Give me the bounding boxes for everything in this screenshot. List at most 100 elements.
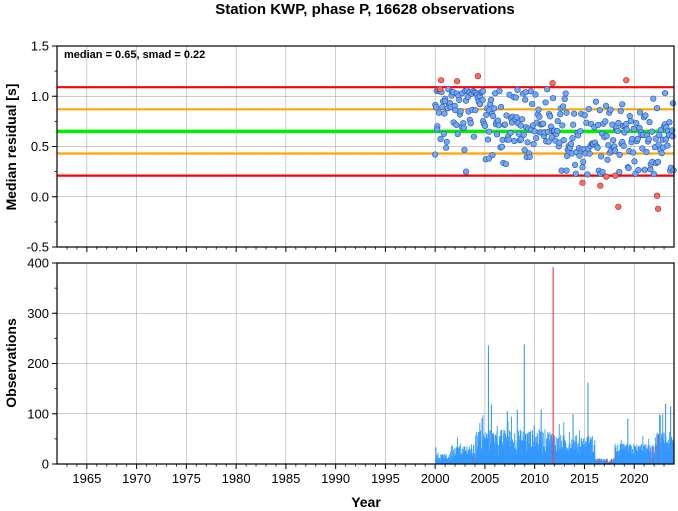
observation-bar	[468, 446, 470, 464]
residual-point	[532, 91, 539, 98]
residual-point	[599, 168, 606, 176]
residual-point	[493, 131, 501, 138]
residual-point	[579, 164, 586, 171]
residual-point	[453, 121, 460, 129]
observation-bar	[613, 458, 615, 464]
residual-point	[439, 103, 446, 111]
residual-point	[488, 96, 495, 103]
observation-bar	[542, 433, 544, 464]
residual-point	[586, 150, 593, 157]
observation-bar	[435, 457, 437, 464]
residual-point	[647, 166, 654, 173]
residual-point	[533, 135, 540, 142]
residual-point	[519, 116, 526, 123]
residual-point	[481, 122, 489, 130]
residual-point	[636, 109, 644, 116]
observation-bar	[650, 452, 652, 464]
observation-bar	[576, 435, 578, 464]
residual-point	[642, 112, 649, 119]
reference-lines	[57, 86, 674, 177]
residual-point	[535, 106, 542, 113]
residual-point	[503, 112, 510, 119]
residual-point	[563, 167, 570, 174]
observation-bar	[504, 430, 506, 464]
residual-point	[467, 120, 474, 127]
residual-point	[549, 95, 557, 102]
residual-point	[626, 113, 633, 120]
residual-point	[596, 107, 603, 114]
observation-bar	[636, 444, 638, 464]
observation-bar	[501, 430, 503, 464]
observation-bar	[581, 438, 582, 464]
observation-peak-bar	[490, 404, 492, 464]
residual-point	[479, 88, 487, 95]
residual-point	[521, 147, 528, 154]
observations-y-ticks: 0 100 200 300 400	[27, 256, 57, 472]
residual-outlier-point	[654, 205, 662, 212]
residual-point	[643, 148, 650, 155]
residual-point	[511, 137, 518, 145]
residual-outlier-point	[603, 173, 610, 180]
observation-bar	[512, 441, 514, 464]
residual-point	[592, 98, 600, 105]
residual-point	[513, 114, 520, 121]
residual-point	[435, 109, 443, 116]
residual-point	[610, 137, 617, 144]
observation-bar	[590, 439, 592, 464]
observation-bar	[600, 459, 602, 464]
observation-bar	[657, 433, 659, 464]
residual-point	[616, 168, 623, 176]
x-tick-label: 1980	[222, 471, 251, 486]
residual-point	[456, 96, 463, 104]
residual-point	[627, 117, 634, 125]
residual-point	[559, 122, 566, 129]
observation-bar	[480, 430, 481, 464]
residual-point	[629, 149, 637, 156]
observation-bar	[437, 452, 439, 464]
residual-point	[530, 141, 537, 148]
observations-x-ticks: 1965 1970 1975 1980 1985 1990 1995 2000 2005 2010…	[66, 464, 665, 486]
observation-bar	[497, 444, 499, 464]
observation-bar	[645, 449, 647, 464]
observation-bar	[579, 430, 580, 464]
observation-peak-bar	[487, 345, 489, 464]
observation-bar	[454, 453, 456, 464]
y-tick-label: 200	[27, 356, 49, 371]
residual-point	[631, 158, 638, 165]
observation-bar	[558, 424, 560, 464]
residual-point	[615, 119, 622, 127]
residual-point	[512, 94, 519, 101]
residual-point	[557, 111, 564, 118]
y-tick-label: 400	[27, 256, 49, 271]
x-tick-label: 1970	[122, 471, 151, 486]
observation-bar	[659, 415, 661, 464]
residual-point	[630, 125, 637, 132]
observation-bar	[532, 441, 534, 464]
observation-bar	[594, 439, 596, 464]
x-tick-label: 1965	[72, 471, 101, 486]
residual-point	[507, 129, 514, 136]
residual-point	[607, 106, 614, 113]
stats-annotation: median = 0.65, smad = 0.22	[64, 49, 205, 61]
x-tick-label: 1975	[172, 471, 201, 486]
observation-bar	[644, 444, 646, 464]
x-tick-label: 1985	[271, 471, 300, 486]
residual-point	[572, 170, 579, 177]
residual-point	[524, 139, 531, 146]
residual-point	[470, 133, 478, 140]
observation-peak-bar	[572, 413, 574, 464]
residual-point	[567, 140, 575, 147]
observation-bar	[585, 442, 587, 464]
residual-point	[434, 126, 441, 133]
observations-grid	[57, 262, 674, 465]
residual-point	[625, 164, 632, 172]
y-tick-label: 0.5	[31, 139, 49, 154]
residual-point	[570, 121, 577, 128]
residual-outlier-point	[579, 179, 586, 186]
observation-bar	[529, 431, 531, 464]
observation-peak-bar	[665, 403, 667, 464]
observation-bar	[642, 446, 644, 464]
residual-point	[569, 135, 576, 142]
residual-point	[483, 111, 490, 119]
